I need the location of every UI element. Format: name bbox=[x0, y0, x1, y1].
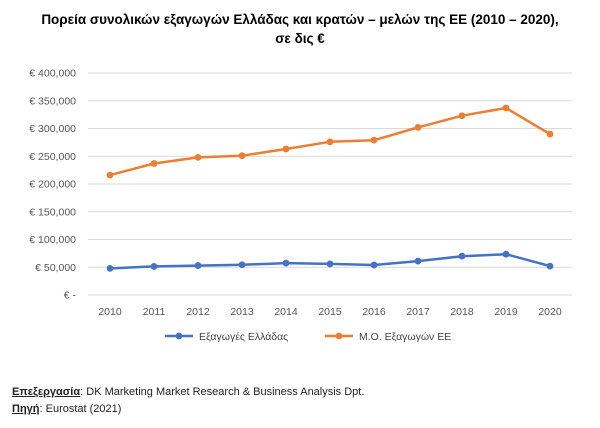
processing-value: : DK Marketing Market Research & Busines… bbox=[80, 386, 365, 398]
source-note: Πηγή: Eurostat (2021) bbox=[12, 403, 121, 415]
processing-label: Επεξεργασία bbox=[12, 386, 81, 398]
y-tick-label: € 400,000 bbox=[29, 68, 76, 80]
source-value: : Eurostat (2021) bbox=[39, 403, 122, 415]
data-point bbox=[414, 123, 422, 131]
processing-note: Επεξεργασία: DK Marketing Market Researc… bbox=[12, 386, 364, 398]
data-point bbox=[238, 261, 246, 269]
y-tick-label: € - bbox=[64, 290, 77, 302]
x-tick-label: 2016 bbox=[362, 306, 386, 318]
x-axis-tick-labels: 2010 2011 2012 2013 2014 2015 2016 2017 2018 2019… bbox=[98, 306, 562, 318]
y-axis-tick-labels: € - € 50,000 € 100,000 € 150,000 € 200,000 € … bbox=[29, 68, 76, 302]
legend-marker-2 bbox=[335, 332, 343, 340]
data-point bbox=[502, 250, 510, 258]
legend-label-1: Εξαγωγές Ελλάδας bbox=[199, 331, 288, 343]
data-point bbox=[370, 136, 378, 144]
line-chart: € - € 50,000 € 100,000 € 150,000 € 200,000 € … bbox=[29, 68, 572, 343]
y-tick-label: € 250,000 bbox=[29, 151, 76, 163]
x-tick-label: 2017 bbox=[406, 306, 430, 318]
source-label: Πηγή bbox=[12, 403, 40, 415]
data-point bbox=[238, 152, 246, 160]
x-tick-label: 2014 bbox=[274, 306, 298, 318]
x-tick-label: 2013 bbox=[230, 306, 254, 318]
data-point bbox=[546, 130, 554, 138]
data-point bbox=[282, 145, 290, 153]
series-points bbox=[106, 104, 554, 272]
data-point bbox=[546, 262, 554, 270]
data-point bbox=[326, 138, 334, 146]
y-tick-label: € 200,000 bbox=[29, 179, 76, 191]
y-tick-label: € 50,000 bbox=[35, 262, 76, 274]
data-point bbox=[326, 260, 334, 268]
data-point bbox=[106, 264, 114, 272]
legend-label-2: Μ.Ο. Εξαγωγών ΕΕ bbox=[359, 331, 451, 343]
data-point bbox=[194, 153, 202, 161]
data-point bbox=[150, 263, 158, 270]
legend: Εξαγωγές Ελλάδας Μ.Ο. Εξαγωγών ΕΕ bbox=[165, 331, 451, 343]
series-lines bbox=[109, 106, 551, 270]
data-point bbox=[106, 171, 114, 179]
chart-title-line-2: σε δις € bbox=[275, 31, 325, 46]
y-tick-label: € 150,000 bbox=[29, 206, 76, 218]
data-point bbox=[502, 104, 510, 112]
chart-title-line-1: Πορεία συνολικών εξαγωγών Ελλάδας και κρ… bbox=[41, 12, 559, 27]
chart-title: Πορεία συνολικών εξαγωγών Ελλάδας και κρ… bbox=[0, 10, 600, 48]
data-point bbox=[150, 160, 158, 167]
data-point bbox=[194, 262, 202, 269]
x-tick-label: 2011 bbox=[143, 306, 166, 318]
x-tick-label: 2019 bbox=[494, 306, 518, 318]
y-tick-label: € 300,000 bbox=[29, 123, 76, 135]
x-tick-label: 2018 bbox=[450, 306, 474, 318]
data-point bbox=[458, 112, 466, 120]
data-point bbox=[458, 252, 466, 260]
data-point bbox=[414, 257, 422, 265]
data-point bbox=[370, 261, 378, 269]
x-tick-label: 2015 bbox=[318, 306, 342, 318]
x-tick-label: 2020 bbox=[538, 306, 562, 318]
data-point bbox=[282, 259, 290, 267]
x-tick-label: 2010 bbox=[98, 306, 122, 318]
y-tick-label: € 350,000 bbox=[29, 95, 76, 107]
x-tick-label: 2012 bbox=[186, 306, 210, 318]
legend-marker-1 bbox=[175, 332, 183, 340]
y-tick-label: € 100,000 bbox=[29, 234, 76, 246]
